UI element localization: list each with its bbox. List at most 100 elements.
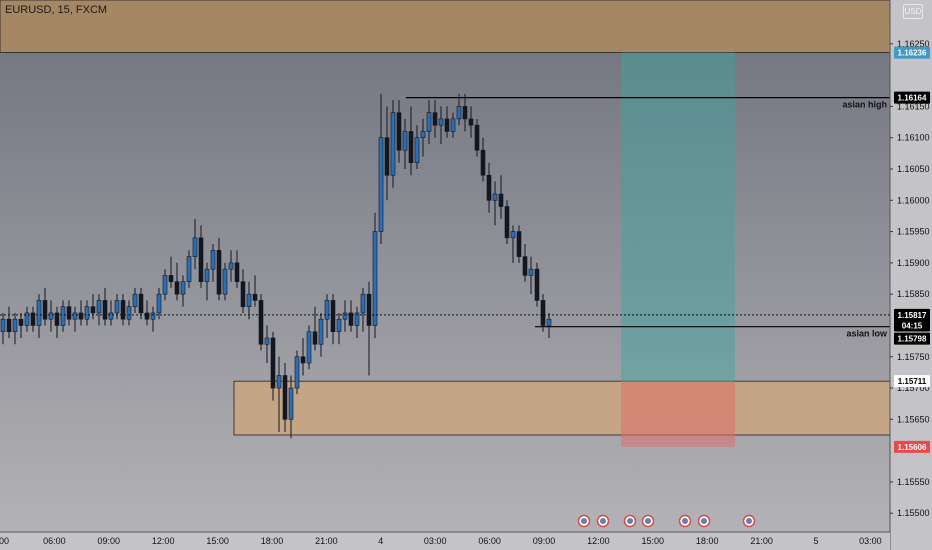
- currency-button[interactable]: USD: [903, 4, 923, 19]
- candle-body: [348, 312, 354, 326]
- price-tag-label: 1.16236: [898, 49, 927, 58]
- candle-body: [204, 268, 210, 282]
- candle-body: [228, 262, 234, 270]
- candle: [210, 244, 216, 282]
- economic-event-icon: [577, 514, 591, 528]
- candle: [282, 363, 288, 432]
- price-tick-label: 1.16250: [897, 39, 930, 49]
- candle: [216, 237, 222, 301]
- candle-body: [120, 300, 126, 320]
- candle-body: [84, 306, 90, 320]
- candle: [432, 100, 438, 138]
- candle-body: [474, 124, 480, 151]
- candle-body: [480, 149, 486, 176]
- symbol-title: EURUSD, 15, FXCM: [5, 4, 108, 16]
- candle: [258, 294, 264, 351]
- candle: [126, 300, 132, 326]
- candle-body: [246, 293, 252, 307]
- time-tick-label: 06:00: [43, 536, 66, 546]
- candle-body: [504, 206, 510, 239]
- candle-body: [240, 281, 246, 307]
- candle-body: [168, 275, 174, 282]
- candle-body: [126, 306, 132, 320]
- candle-body: [492, 193, 498, 201]
- price-tag: [894, 308, 930, 321]
- candle: [516, 225, 522, 263]
- economic-event-icon: [697, 514, 711, 528]
- asian-low-label: asian low: [846, 329, 888, 339]
- time-axis-background: [0, 532, 890, 550]
- candle-body: [258, 300, 264, 345]
- candle-body: [174, 281, 180, 295]
- candle: [378, 93, 384, 245]
- candle: [408, 106, 414, 176]
- candle-body: [438, 118, 444, 126]
- candle: [540, 294, 546, 332]
- candle: [168, 256, 174, 288]
- candle-body: [360, 293, 366, 314]
- candle: [198, 225, 204, 288]
- candle-body: [162, 275, 168, 295]
- candle: [186, 250, 192, 288]
- candle-body: [132, 293, 138, 307]
- candle-body: [510, 231, 516, 239]
- candle: [510, 225, 516, 263]
- price-tag-label: 1.16164: [898, 94, 927, 103]
- candle-body: [90, 306, 96, 314]
- candle: [528, 256, 534, 295]
- time-tick-label: 09:00: [98, 536, 121, 546]
- candle: [204, 262, 210, 301]
- candle-body: [342, 312, 348, 320]
- candle-body: [252, 293, 258, 301]
- candle-body: [66, 306, 72, 320]
- candle-body: [468, 118, 474, 126]
- candle: [36, 294, 42, 338]
- candle-body: [534, 268, 540, 301]
- candle: [450, 112, 456, 138]
- time-tick-label: 12:00: [152, 536, 175, 546]
- candle-body: [210, 250, 216, 270]
- candle: [348, 300, 354, 332]
- price-axis-background: [890, 0, 932, 550]
- candle-body: [288, 387, 294, 420]
- candle: [264, 325, 270, 364]
- candle-body: [384, 137, 390, 176]
- candle-body: [78, 312, 84, 320]
- candle: [324, 294, 330, 338]
- demand-zone: [233, 380, 891, 436]
- candle-body: [30, 312, 36, 326]
- candle-body: [432, 112, 438, 126]
- price-tag: [894, 319, 930, 332]
- candle: [390, 100, 396, 188]
- price-tag-label: 1.15606: [898, 443, 927, 452]
- candle: [246, 281, 252, 320]
- candle-body: [414, 137, 420, 164]
- candle-body: [270, 337, 276, 389]
- candle-body: [60, 306, 66, 326]
- candle-body: [42, 300, 48, 320]
- candle: [312, 306, 318, 351]
- time-tick-label: 03:00: [424, 536, 447, 546]
- candle: [546, 312, 552, 338]
- economic-event-icon: [742, 514, 756, 528]
- candle: [402, 118, 408, 169]
- candle-body: [450, 118, 456, 132]
- candle-body: [186, 256, 192, 282]
- candle: [444, 106, 450, 138]
- candle-body: [222, 268, 228, 295]
- time-tick-label: 21:00: [315, 536, 338, 546]
- candle-body: [498, 193, 504, 207]
- price-tick-label: 1.15500: [897, 508, 930, 518]
- economic-event-icon: [641, 514, 655, 528]
- candle-body: [522, 256, 528, 276]
- candle-body: [420, 131, 426, 138]
- candle-body: [402, 131, 408, 151]
- candle-body: [72, 312, 78, 320]
- candle: [522, 244, 528, 282]
- candle: [504, 200, 510, 245]
- candle-body: [324, 300, 330, 320]
- candle: [468, 106, 474, 138]
- candle: [474, 118, 480, 157]
